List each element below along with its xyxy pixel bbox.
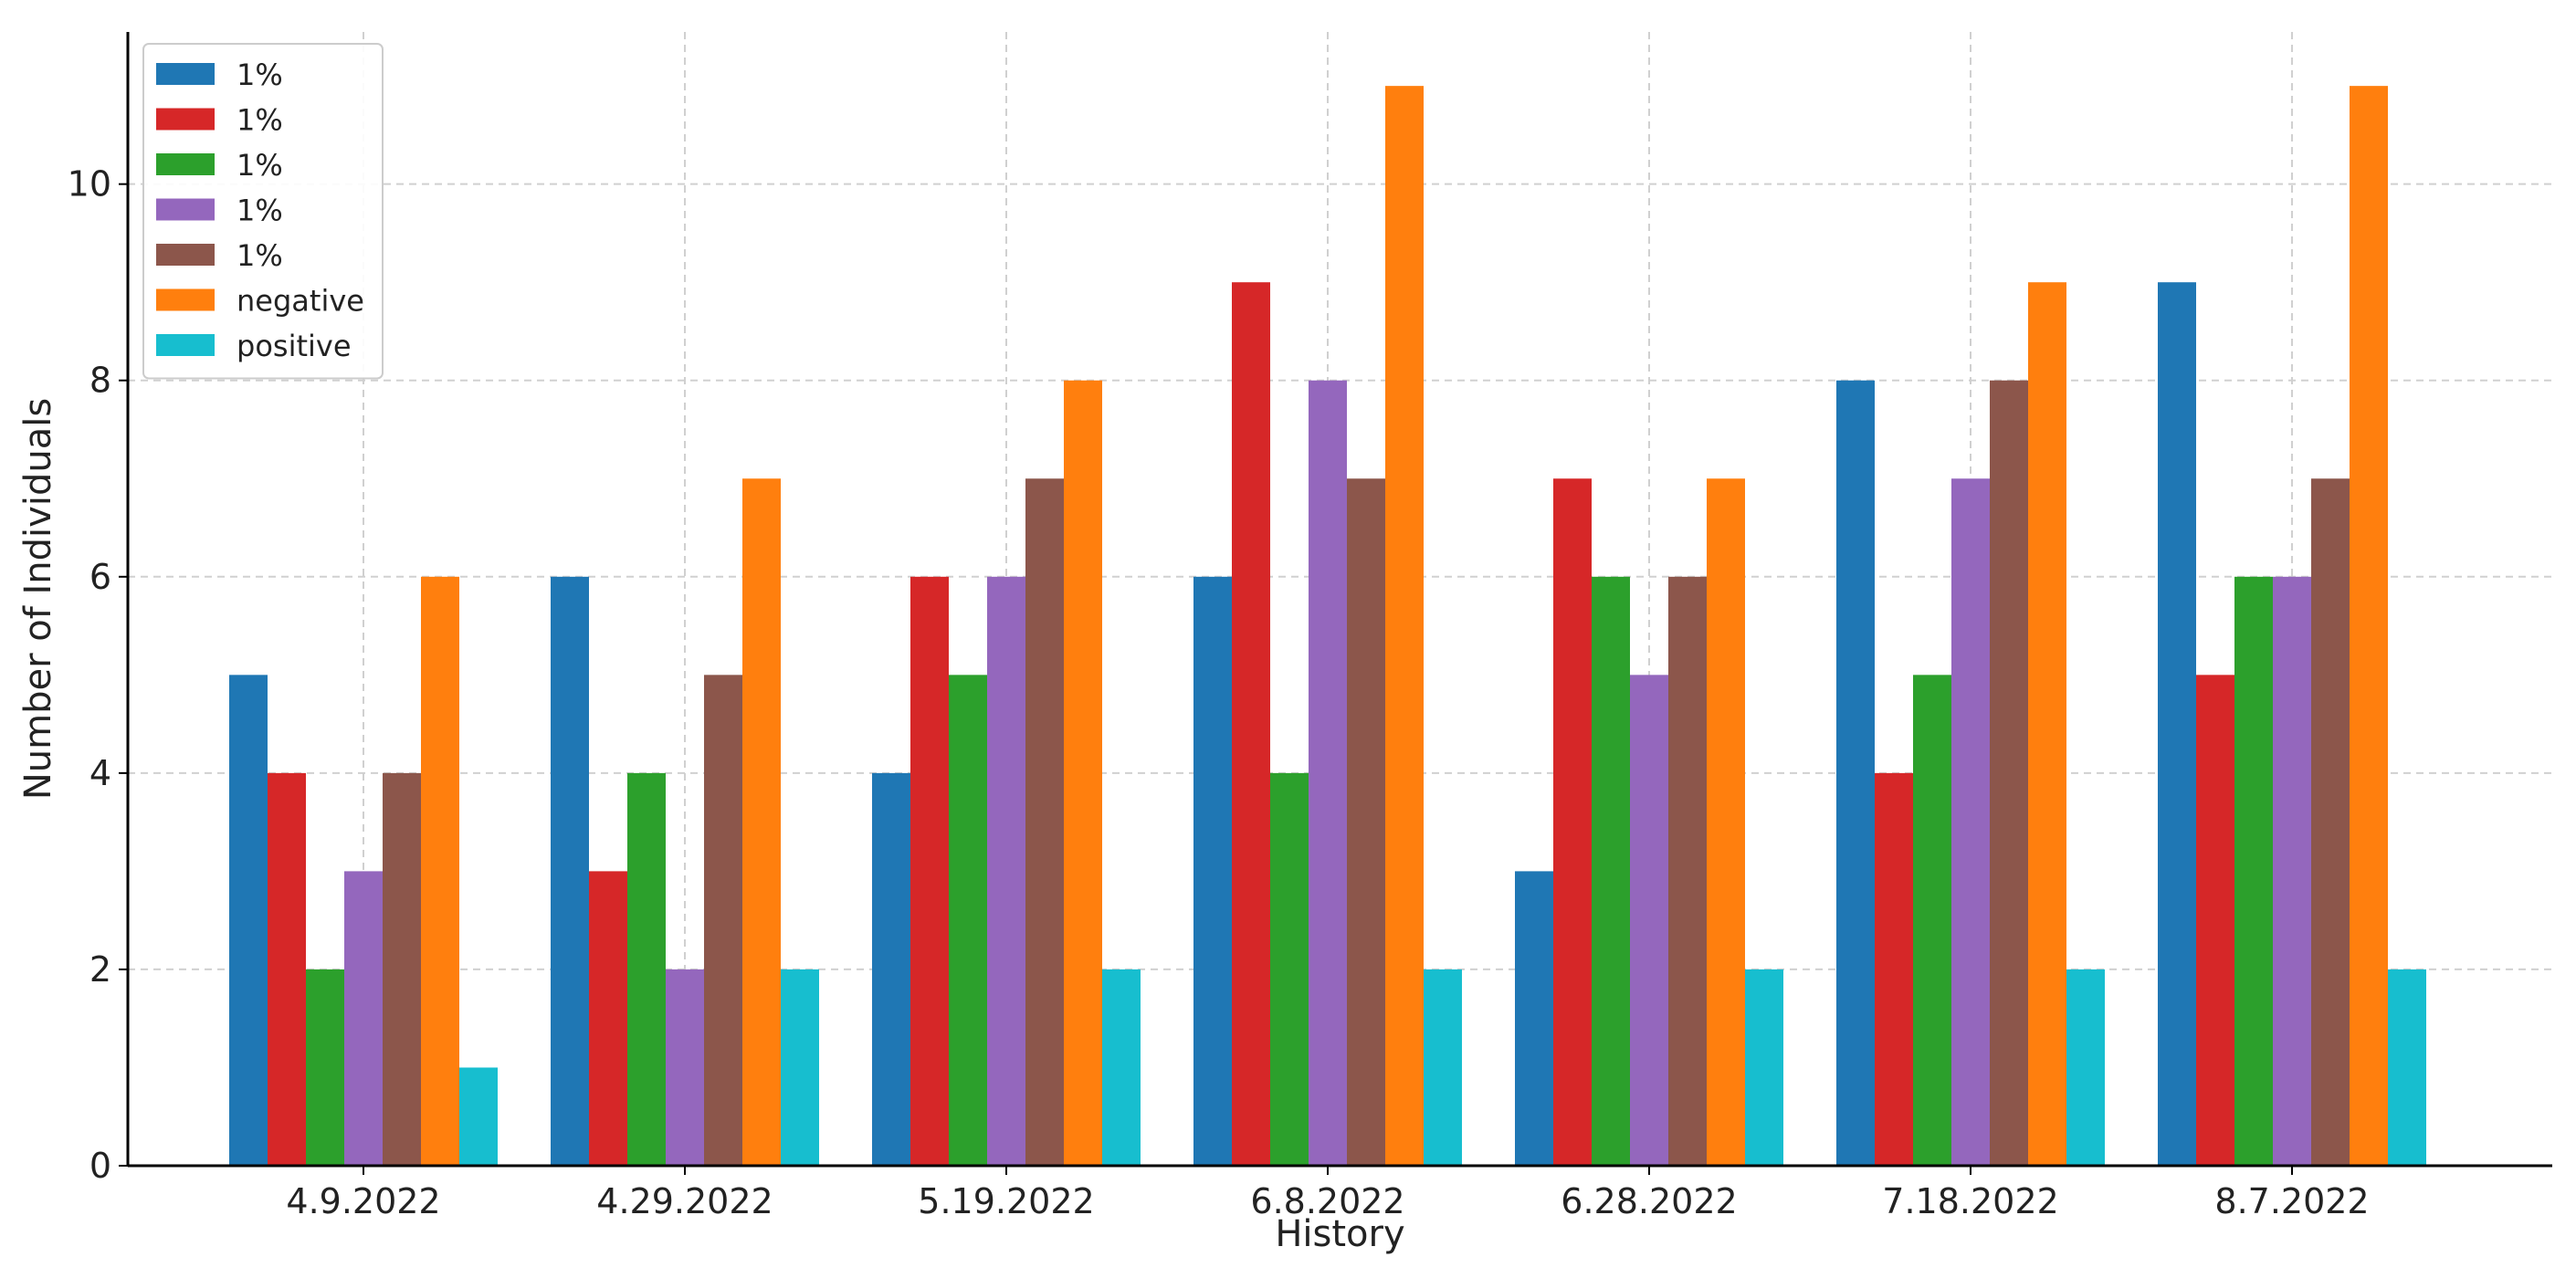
bar: [1913, 675, 1951, 1166]
tick-labels: 0 2 4 6 8 10 4.9.2022 4.29.2022 5.19.2022 6.8.202…: [68, 164, 2370, 1221]
x-tick-label: 7.18.2022: [1882, 1181, 2058, 1221]
axes: [119, 32, 2552, 1175]
bar: [229, 675, 268, 1166]
legend-swatch: [156, 244, 215, 266]
bar: [268, 772, 306, 1166]
bar: [872, 772, 910, 1166]
bar: [1836, 380, 1875, 1167]
bar: [704, 675, 742, 1166]
y-axis-title: Number of Individuals: [17, 398, 59, 800]
y-tick-label: 8: [89, 361, 111, 401]
y-tick-label: 0: [89, 1146, 111, 1186]
bar: [1064, 380, 1102, 1167]
x-axis-title: History: [1275, 1213, 1404, 1255]
legend-swatch: [156, 198, 215, 221]
bar: [1630, 675, 1668, 1166]
legend-label: 1%: [237, 58, 283, 92]
bar: [383, 772, 421, 1166]
bar: [1668, 576, 1707, 1166]
bar: [1347, 478, 1385, 1166]
x-tick-label: 6.8.2022: [1250, 1181, 1404, 1221]
bar: [2196, 675, 2234, 1166]
y-tick-label: 10: [68, 164, 111, 204]
bar: [459, 1067, 498, 1166]
bar: [306, 969, 344, 1166]
bar: [1270, 772, 1309, 1166]
bar: [1553, 478, 1592, 1166]
legend: 1% 1% 1% 1% 1% negative positive: [142, 43, 384, 380]
y-tick-label: 2: [89, 949, 111, 990]
y-tick-label: 4: [89, 753, 111, 793]
legend-swatch: [156, 63, 215, 85]
bar: [2158, 282, 2196, 1167]
bar: [2234, 576, 2273, 1166]
y-tick-label: 6: [89, 557, 111, 597]
bar: [1707, 478, 1745, 1166]
legend-label: positive: [237, 329, 352, 363]
bar: [1232, 282, 1270, 1167]
bar: [2311, 478, 2350, 1166]
bar: [2350, 86, 2388, 1167]
x-tick-label: 5.19.2022: [918, 1181, 1094, 1221]
legend-swatch: [156, 153, 215, 175]
bar: [1875, 772, 1913, 1166]
x-tick-label: 4.9.2022: [286, 1181, 440, 1221]
legend-label: 1%: [237, 238, 283, 273]
bar: [1424, 969, 1462, 1166]
bar: [1515, 871, 1553, 1166]
bar: [910, 576, 949, 1166]
bar: [551, 576, 589, 1166]
bar: [421, 576, 459, 1166]
bar: [2066, 969, 2105, 1166]
bar: [1385, 86, 1424, 1167]
bar: [2273, 576, 2311, 1166]
bar: [1102, 969, 1141, 1166]
legend-swatch: [156, 334, 215, 356]
legend-label: 1%: [237, 194, 283, 228]
bar: [1990, 380, 2028, 1167]
x-tick-label: 8.7.2022: [2214, 1181, 2369, 1221]
bar: [1745, 969, 1783, 1166]
bar: [627, 772, 666, 1166]
legend-label: negative: [237, 284, 364, 319]
legend-swatch: [156, 108, 215, 131]
bar: [949, 675, 987, 1166]
bar: [1951, 478, 1990, 1166]
bar: [344, 871, 383, 1166]
bar: [589, 871, 627, 1166]
bar: [1193, 576, 1232, 1166]
legend-label: 1%: [237, 148, 283, 183]
bar: [781, 969, 819, 1166]
x-tick-label: 6.28.2022: [1561, 1181, 1737, 1221]
bar: [987, 576, 1025, 1166]
bar: [742, 478, 781, 1166]
bar: [1309, 380, 1347, 1167]
bar: [666, 969, 704, 1166]
bars: [229, 86, 2426, 1167]
x-tick-label: 4.29.2022: [596, 1181, 773, 1221]
bar: [1025, 478, 1064, 1166]
bar: [2028, 282, 2066, 1167]
bar: [2388, 969, 2426, 1166]
bar: [1592, 576, 1630, 1166]
legend-label: 1%: [237, 103, 283, 138]
legend-swatch: [156, 288, 215, 311]
